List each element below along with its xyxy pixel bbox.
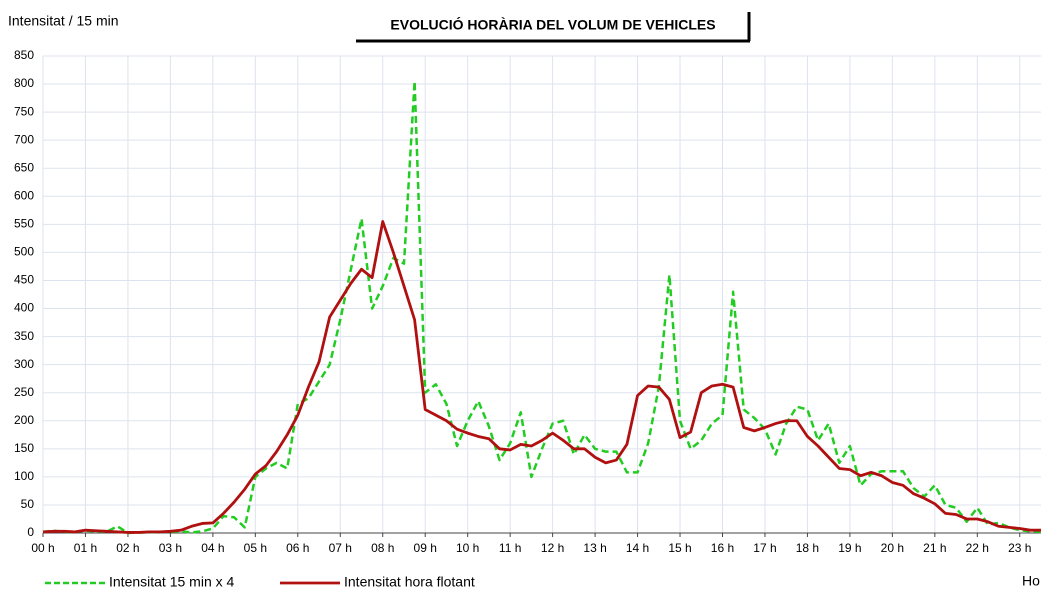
y-tick-label: 450 bbox=[14, 273, 34, 287]
y-tick-label: 750 bbox=[14, 104, 34, 118]
x-tick-label: 23 h bbox=[1008, 541, 1031, 555]
x-tick-label: 06 h bbox=[286, 541, 309, 555]
x-tick-label: 14 h bbox=[626, 541, 649, 555]
legend: Intensitat 15 min x 4 Intensitat hora flo… bbox=[45, 574, 475, 590]
y-tick-label: 300 bbox=[14, 357, 34, 371]
y-tick-label: 650 bbox=[14, 160, 34, 174]
x-tick-label: 12 h bbox=[541, 541, 564, 555]
x-axis-label: Ho bbox=[1022, 573, 1040, 589]
y-tick-label: 250 bbox=[14, 385, 34, 399]
title-box bbox=[356, 10, 748, 40]
x-tick-label: 03 h bbox=[159, 541, 182, 555]
y-tick-label: 800 bbox=[14, 76, 34, 90]
x-tick-label: 01 h bbox=[74, 541, 97, 555]
chart-title: EVOLUCIÓ HORÀRIA DEL VOLUM DE VEHICLES bbox=[390, 16, 715, 33]
x-tick-label: 10 h bbox=[456, 541, 479, 555]
x-tick-label: 08 h bbox=[371, 541, 394, 555]
y-tick-label: 100 bbox=[14, 469, 34, 483]
grid: 0 50 100 150 200 250 300 350 400 450 500 550 600 650 7… bbox=[14, 48, 1041, 555]
y-tick-label: 700 bbox=[14, 132, 34, 146]
x-tick-label: 17 h bbox=[753, 541, 776, 555]
x-tick-label: 20 h bbox=[881, 541, 904, 555]
y-tick-label: 200 bbox=[14, 413, 34, 427]
legend-label: Intensitat 15 min x 4 bbox=[109, 574, 235, 590]
y-tick-label: 550 bbox=[14, 217, 34, 231]
x-tick-label: 11 h bbox=[499, 541, 521, 555]
x-tick-label: 18 h bbox=[796, 541, 819, 555]
y-tick-label: 500 bbox=[14, 245, 34, 259]
x-tick-label: 16 h bbox=[711, 541, 734, 555]
x-tick-label: 04 h bbox=[201, 541, 224, 555]
series-line bbox=[42, 80, 1041, 535]
y-tick-label: 400 bbox=[14, 301, 34, 315]
x-tick-label: 13 h bbox=[583, 541, 606, 555]
y-tick-label: 350 bbox=[14, 329, 34, 343]
y-tick-label: 0 bbox=[27, 525, 34, 539]
x-tick-label: 00 h bbox=[31, 541, 54, 555]
plot bbox=[42, 80, 1041, 535]
x-tick-label: 19 h bbox=[838, 541, 861, 555]
x-tick-label: 05 h bbox=[244, 541, 267, 555]
y-axis-label: Intensitat / 15 min bbox=[8, 13, 119, 29]
y-tick-label: 600 bbox=[14, 188, 34, 202]
x-tick-label: 02 h bbox=[116, 541, 139, 555]
x-tick-label: 09 h bbox=[414, 541, 437, 555]
y-tick-label: 150 bbox=[14, 441, 34, 455]
x-tick-label: 07 h bbox=[329, 541, 352, 555]
legend-label: Intensitat hora flotant bbox=[344, 574, 475, 590]
x-tick-label: 22 h bbox=[966, 541, 989, 555]
series-line bbox=[42, 220, 1041, 534]
y-tick-label: 50 bbox=[21, 497, 35, 511]
y-tick-label: 850 bbox=[14, 48, 34, 62]
x-tick-label: 15 h bbox=[668, 541, 691, 555]
x-tick-label: 21 h bbox=[923, 541, 946, 555]
